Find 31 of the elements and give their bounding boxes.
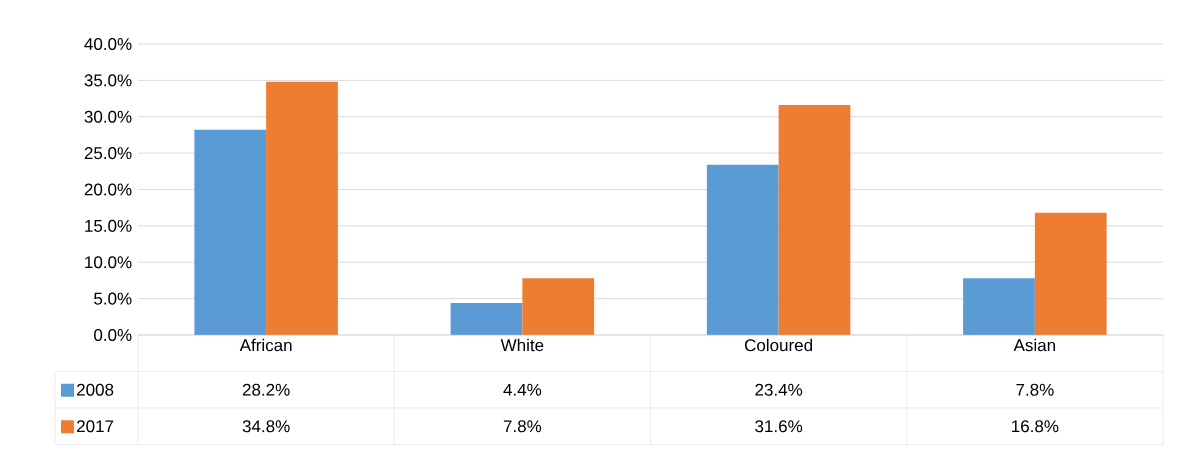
x-tick-label: Coloured bbox=[744, 338, 812, 352]
data-label: 23.4% bbox=[755, 383, 803, 396]
bar bbox=[522, 278, 595, 335]
bar bbox=[778, 105, 851, 335]
x-tick-label: White bbox=[500, 338, 544, 352]
y-tick-label: 40.0% bbox=[84, 37, 132, 51]
data-label: 31.6% bbox=[755, 420, 803, 433]
y-tick-label: 35.0% bbox=[84, 74, 132, 87]
y-tick-label: 20.0% bbox=[84, 183, 132, 196]
legend-label: 2017 bbox=[77, 420, 114, 433]
data-label: 28.2% bbox=[242, 383, 290, 396]
legend-label: 2008 bbox=[77, 383, 114, 396]
data-label: 16.8% bbox=[1012, 420, 1059, 433]
data-label: 7.8% bbox=[1016, 383, 1054, 396]
x-tick-label: African bbox=[239, 338, 292, 352]
bar bbox=[266, 81, 338, 335]
x-tick-label: Asian bbox=[1013, 338, 1055, 352]
bar bbox=[450, 302, 523, 335]
bar bbox=[963, 278, 1035, 335]
y-tick-label: 25.0% bbox=[84, 147, 132, 160]
data-label: 7.8% bbox=[503, 420, 542, 433]
data-label: 34.8% bbox=[242, 420, 290, 433]
y-tick-label: 15.0% bbox=[85, 219, 132, 232]
y-tick-label: 10.0% bbox=[85, 256, 132, 269]
y-tick-label: 0.0% bbox=[94, 328, 132, 342]
bar bbox=[706, 164, 779, 335]
y-tick-label: 5.0% bbox=[94, 292, 132, 305]
bar bbox=[1034, 212, 1107, 335]
data-label: 4.4% bbox=[503, 383, 542, 396]
bar bbox=[194, 129, 267, 335]
y-tick-label: 30.0% bbox=[84, 110, 132, 123]
